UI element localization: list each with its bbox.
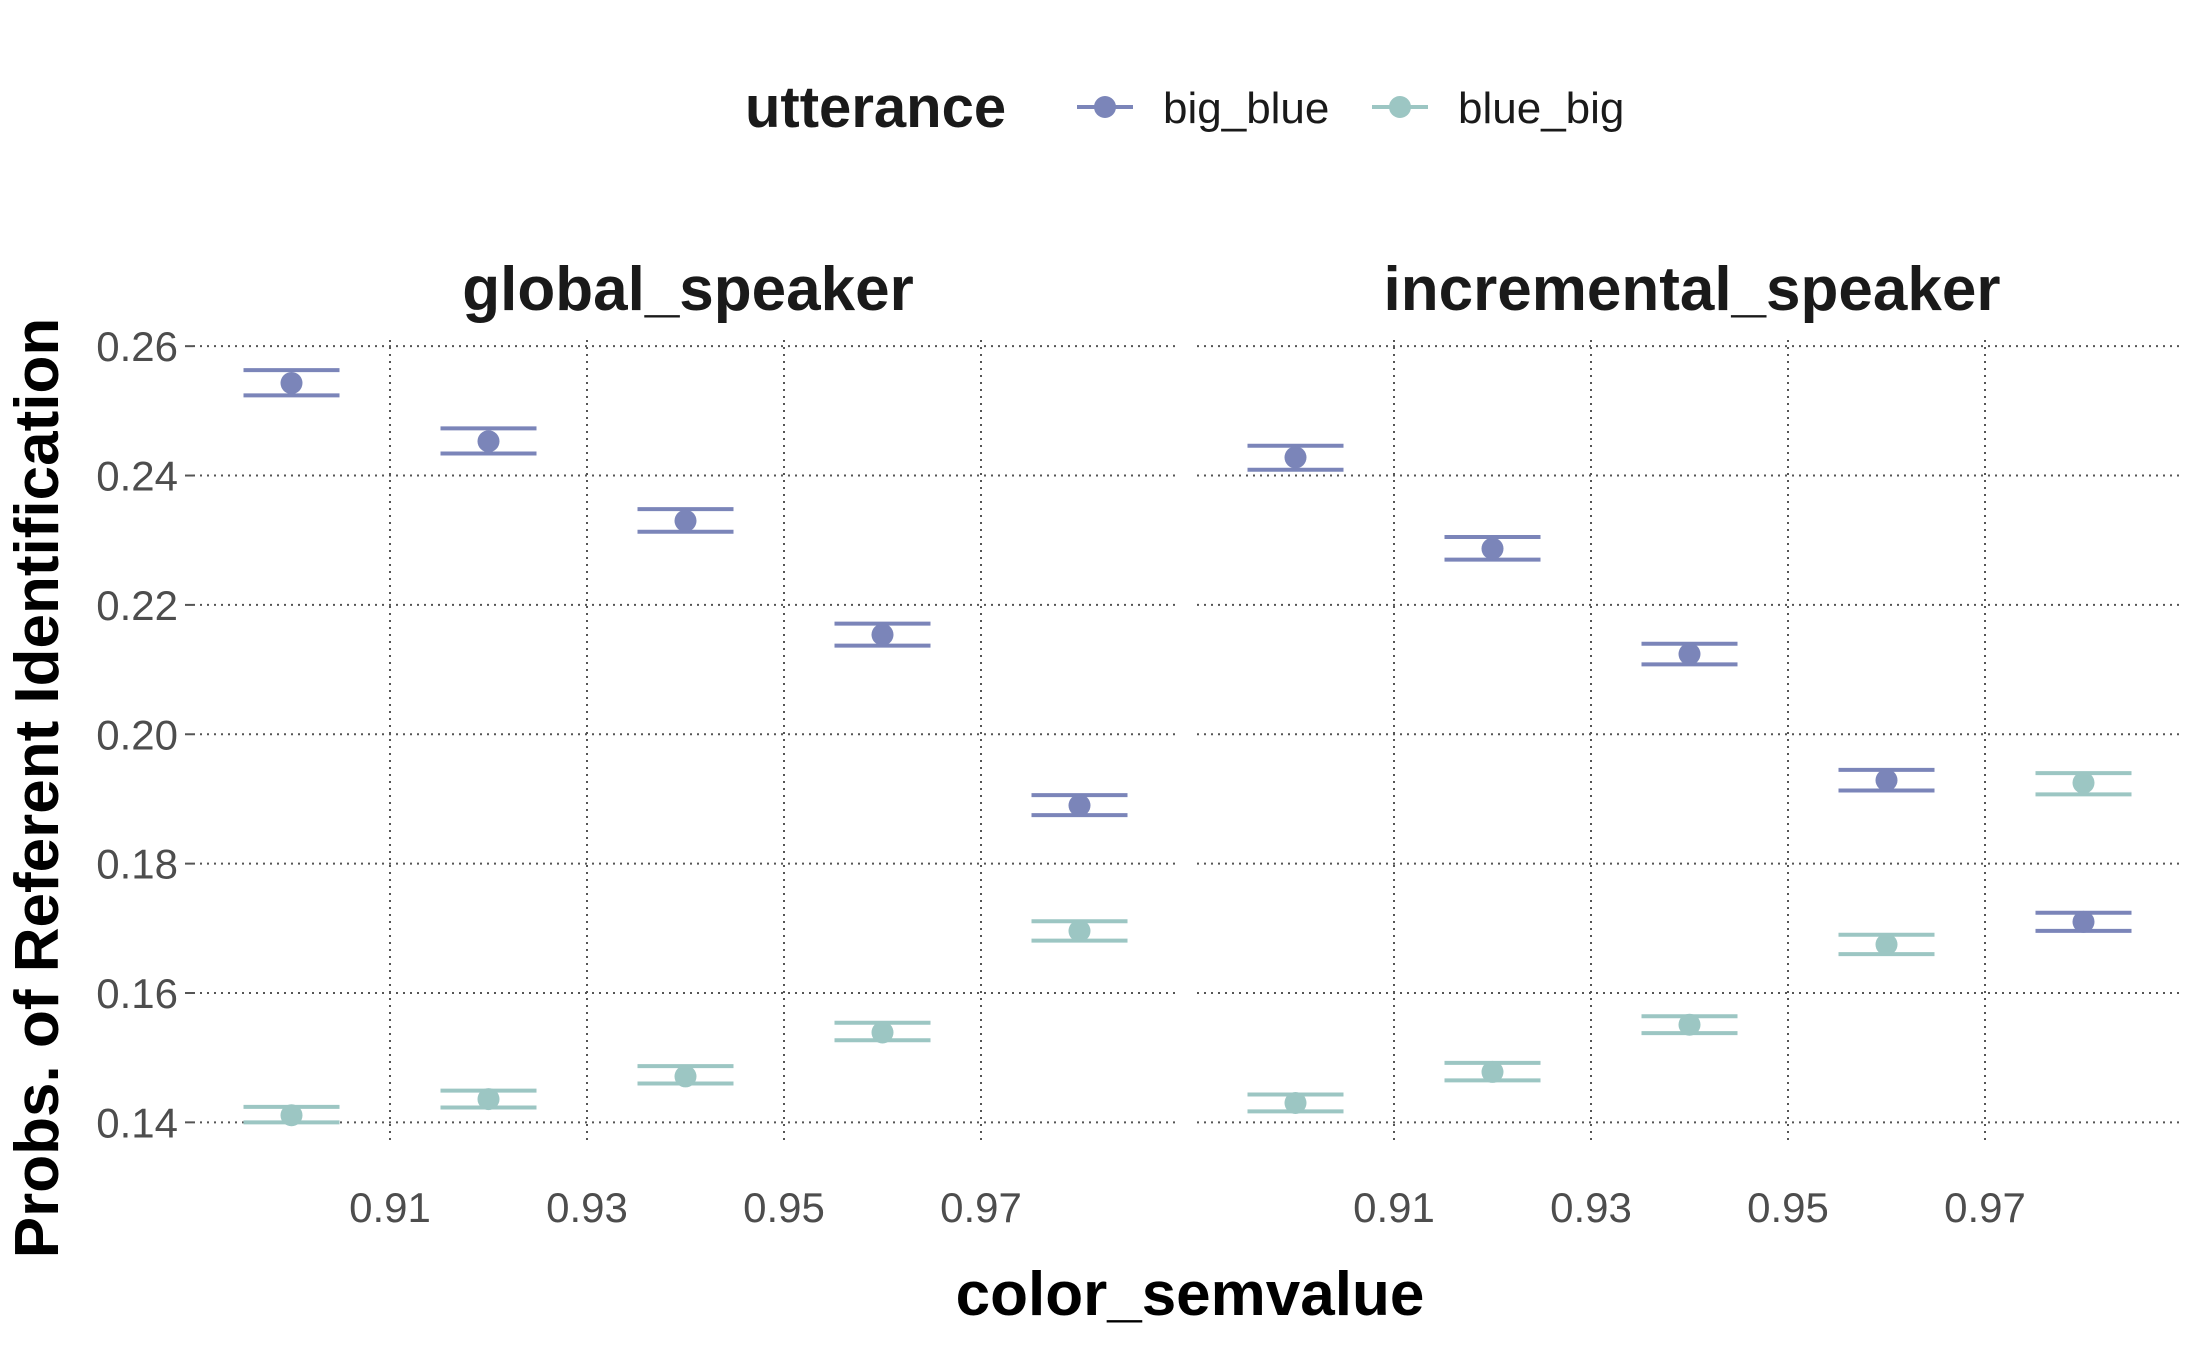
y-tick-label-2: 0.18 [96, 841, 178, 888]
legend-key-point-big-blue [1094, 96, 1116, 118]
legend: utterance big_blue blue_big [745, 75, 1624, 140]
y-axis: 0.14 0.16 0.18 0.20 0.22 0.24 0.26 [96, 323, 193, 1146]
y-tick-label-1: 0.16 [96, 970, 178, 1017]
data-point-incremental-speaker-blue-big-2 [1678, 1013, 1701, 1036]
legend-item-big-blue: big_blue [1077, 84, 1329, 133]
x-axis-incremental-speaker: 0.91 0.93 0.95 0.97 [1353, 1184, 2026, 1231]
data-point-global-speaker-big-blue-1 [477, 430, 500, 453]
data-point-incremental-speaker-blue-big-3 [1875, 933, 1898, 956]
data-point-global-speaker-blue-big-2 [674, 1065, 697, 1088]
x-axis-global-speaker: 0.91 0.93 0.95 0.97 [349, 1184, 1022, 1231]
y-tick-label-0: 0.14 [96, 1099, 178, 1146]
x-tick-label-global-speaker-0: 0.91 [349, 1184, 431, 1231]
panel-title-global-speaker: global_speaker [462, 255, 913, 324]
data-point-incremental-speaker-blue-big-0 [1284, 1091, 1307, 1114]
y-axis-title: Probs. of Referent Identification [3, 318, 72, 1258]
y-tick-label-4: 0.22 [96, 582, 178, 629]
x-tick-label-incremental-speaker-0: 0.91 [1353, 1184, 1435, 1231]
panel-title-incremental-speaker: incremental_speaker [1384, 255, 2001, 324]
x-tick-label-global-speaker-2: 0.95 [743, 1184, 825, 1231]
data-point-incremental-speaker-big-blue-4 [2072, 910, 2095, 933]
legend-item-blue-big: blue_big [1372, 84, 1624, 133]
data-point-global-speaker-big-blue-4 [1068, 794, 1091, 817]
panel-global-speaker [193, 340, 1178, 1145]
data-point-incremental-speaker-blue-big-4 [2072, 771, 2095, 794]
data-point-global-speaker-blue-big-3 [871, 1021, 894, 1044]
legend-key-point-blue-big [1389, 96, 1411, 118]
x-tick-label-global-speaker-3: 0.97 [940, 1184, 1022, 1231]
data-point-incremental-speaker-big-blue-0 [1284, 446, 1307, 469]
legend-title: utterance [745, 75, 1006, 140]
data-point-incremental-speaker-big-blue-3 [1875, 769, 1898, 792]
data-point-global-speaker-big-blue-3 [871, 623, 894, 646]
data-point-global-speaker-blue-big-0 [280, 1104, 303, 1127]
y-tick-label-3: 0.20 [96, 711, 178, 758]
data-point-incremental-speaker-big-blue-2 [1678, 643, 1701, 666]
data-point-global-speaker-blue-big-1 [477, 1088, 500, 1111]
x-tick-label-global-speaker-1: 0.93 [546, 1184, 628, 1231]
y-tick-label-5: 0.24 [96, 453, 178, 500]
x-tick-label-incremental-speaker-2: 0.95 [1747, 1184, 1829, 1231]
x-tick-label-incremental-speaker-1: 0.93 [1550, 1184, 1632, 1231]
x-tick-label-incremental-speaker-3: 0.97 [1944, 1184, 2026, 1231]
data-point-global-speaker-blue-big-4 [1068, 919, 1091, 942]
legend-label-big-blue: big_blue [1163, 84, 1329, 133]
data-point-incremental-speaker-big-blue-1 [1481, 537, 1504, 560]
data-point-global-speaker-big-blue-0 [280, 372, 303, 395]
data-point-incremental-speaker-blue-big-1 [1481, 1060, 1504, 1083]
y-tick-label-6: 0.26 [96, 323, 178, 370]
x-axis-title: color_semvalue [956, 1260, 1425, 1329]
panel-incremental-speaker [1197, 340, 2182, 1145]
data-point-global-speaker-big-blue-2 [674, 509, 697, 532]
legend-label-blue-big: blue_big [1458, 84, 1624, 133]
